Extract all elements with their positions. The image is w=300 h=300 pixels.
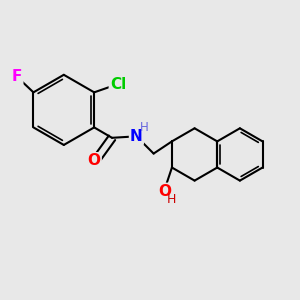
Text: F: F [12, 69, 22, 84]
Text: N: N [130, 129, 143, 144]
Text: H: H [140, 121, 148, 134]
Text: O: O [88, 153, 101, 168]
Text: H: H [167, 193, 176, 206]
Text: Cl: Cl [110, 77, 126, 92]
Text: O: O [158, 184, 171, 199]
